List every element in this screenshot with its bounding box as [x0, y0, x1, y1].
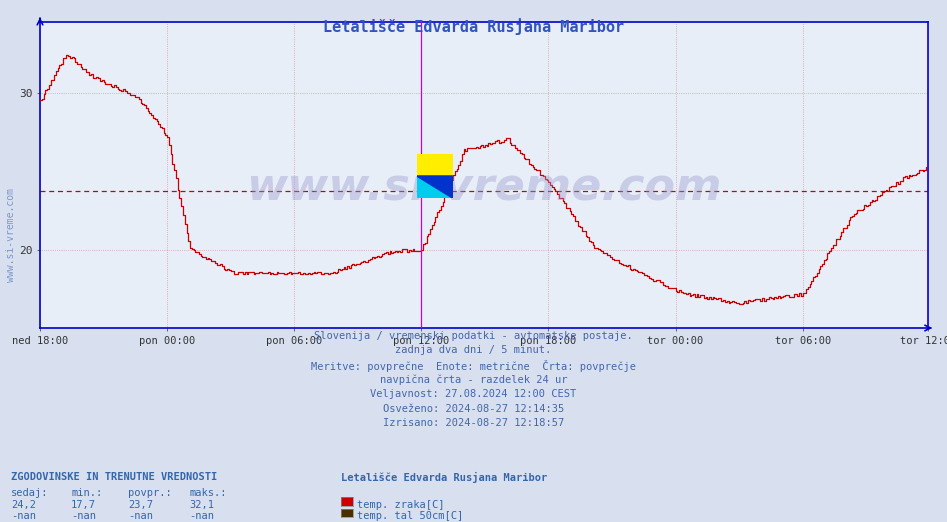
Text: -nan: -nan: [71, 511, 96, 521]
Text: Slovenija / vremenski podatki - avtomatske postaje.: Slovenija / vremenski podatki - avtomats…: [314, 330, 633, 341]
Text: Letališče Edvarda Rusjana Maribor: Letališče Edvarda Rusjana Maribor: [323, 18, 624, 35]
Text: 24,2: 24,2: [11, 500, 36, 509]
Text: www.si-vreme.com: www.si-vreme.com: [6, 188, 16, 282]
Bar: [417, 154, 453, 176]
Text: -nan: -nan: [128, 511, 152, 521]
Text: maks.:: maks.:: [189, 488, 227, 498]
Text: zadnja dva dni / 5 minut.: zadnja dva dni / 5 minut.: [396, 345, 551, 355]
Text: 17,7: 17,7: [71, 500, 96, 509]
Text: 23,7: 23,7: [128, 500, 152, 509]
Polygon shape: [417, 176, 453, 198]
Text: Veljavnost: 27.08.2024 12:00 CEST: Veljavnost: 27.08.2024 12:00 CEST: [370, 389, 577, 399]
Text: Izrisano: 2024-08-27 12:18:57: Izrisano: 2024-08-27 12:18:57: [383, 418, 564, 429]
Text: min.:: min.:: [71, 488, 102, 498]
Text: ZGODOVINSKE IN TRENUTNE VREDNOSTI: ZGODOVINSKE IN TRENUTNE VREDNOSTI: [11, 472, 218, 482]
Text: www.si-vreme.com: www.si-vreme.com: [246, 166, 722, 209]
Text: -nan: -nan: [189, 511, 214, 521]
Text: Osveženo: 2024-08-27 12:14:35: Osveženo: 2024-08-27 12:14:35: [383, 404, 564, 414]
Text: sedaj:: sedaj:: [11, 488, 49, 498]
Text: 32,1: 32,1: [189, 500, 214, 509]
Text: temp. zraka[C]: temp. zraka[C]: [357, 500, 444, 509]
Text: Meritve: povprečne  Enote: metrične  Črta: povprečje: Meritve: povprečne Enote: metrične Črta:…: [311, 360, 636, 372]
Polygon shape: [417, 176, 453, 198]
Text: temp. tal 50cm[C]: temp. tal 50cm[C]: [357, 511, 463, 521]
Text: navpična črta - razdelek 24 ur: navpična črta - razdelek 24 ur: [380, 374, 567, 385]
Text: -nan: -nan: [11, 511, 36, 521]
Text: povpr.:: povpr.:: [128, 488, 171, 498]
Text: Letališče Edvarda Rusjana Maribor: Letališče Edvarda Rusjana Maribor: [341, 472, 547, 483]
